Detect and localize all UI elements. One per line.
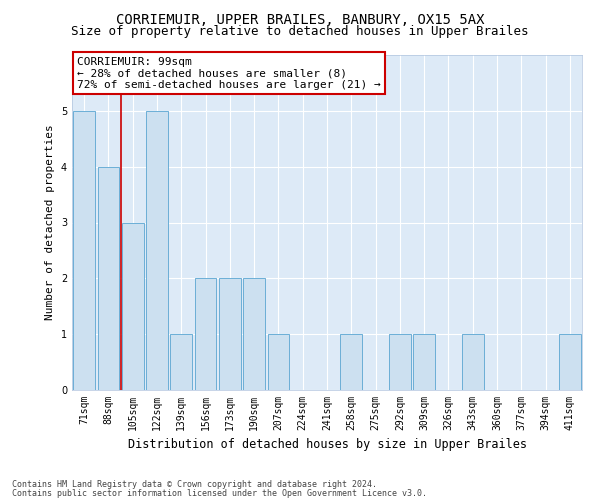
Bar: [170, 334, 192, 390]
Bar: [73, 111, 95, 390]
Text: Contains HM Land Registry data © Crown copyright and database right 2024.: Contains HM Land Registry data © Crown c…: [12, 480, 377, 489]
Bar: [243, 278, 265, 390]
Bar: [219, 278, 241, 390]
Bar: [413, 334, 435, 390]
Y-axis label: Number of detached properties: Number of detached properties: [46, 124, 55, 320]
Bar: [122, 222, 143, 390]
Text: Contains public sector information licensed under the Open Government Licence v3: Contains public sector information licen…: [12, 489, 427, 498]
Bar: [559, 334, 581, 390]
Bar: [340, 334, 362, 390]
Bar: [146, 111, 168, 390]
X-axis label: Distribution of detached houses by size in Upper Brailes: Distribution of detached houses by size …: [128, 438, 527, 452]
Bar: [462, 334, 484, 390]
Bar: [389, 334, 411, 390]
Bar: [268, 334, 289, 390]
Text: Size of property relative to detached houses in Upper Brailes: Size of property relative to detached ho…: [71, 25, 529, 38]
Bar: [97, 166, 119, 390]
Text: CORRIEMUIR: 99sqm
← 28% of detached houses are smaller (8)
72% of semi-detached : CORRIEMUIR: 99sqm ← 28% of detached hous…: [77, 56, 381, 90]
Bar: [194, 278, 217, 390]
Text: CORRIEMUIR, UPPER BRAILES, BANBURY, OX15 5AX: CORRIEMUIR, UPPER BRAILES, BANBURY, OX15…: [116, 12, 484, 26]
